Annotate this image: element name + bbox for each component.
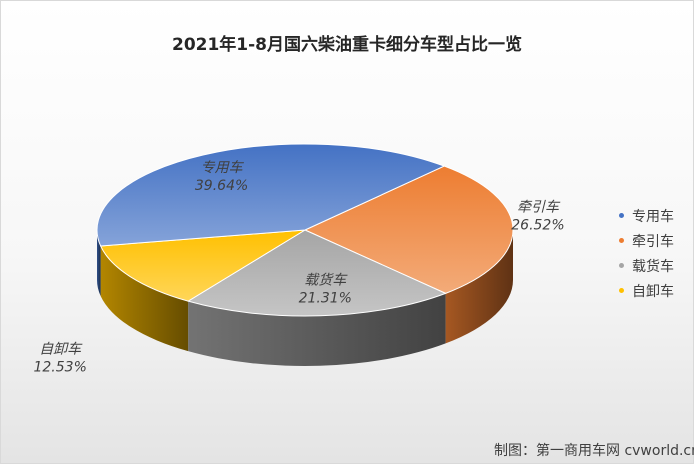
- pie-slice-自卸车: [99, 229, 306, 302]
- legend-swatch-3: [619, 288, 624, 293]
- legend-label-1: 牵引车: [632, 233, 674, 250]
- slice-value-label: 12.53%: [33, 360, 86, 376]
- pie-side-载货车: [188, 293, 446, 366]
- legend-label-0: 专用车: [632, 208, 674, 225]
- chart-legend: 专用车 牵引车 载货车 自卸车: [619, 203, 674, 303]
- legend-swatch-2: [619, 263, 624, 268]
- legend-swatch-0: [619, 213, 624, 218]
- pie-slice-载货车: [186, 229, 447, 317]
- legend-item-3: 自卸车: [619, 278, 674, 303]
- slice-value-label: 21.31%: [299, 290, 352, 306]
- chart-title: 2021年1-8月国六柴油重卡细分车型占比一览: [171, 35, 523, 55]
- legend-item-1: 牵引车: [619, 228, 674, 253]
- legend-label-2: 载货车: [632, 258, 674, 275]
- pie-side-专用车: [97, 230, 101, 296]
- legend-item-2: 载货车: [619, 253, 674, 278]
- legend-item-0: 专用车: [619, 203, 674, 228]
- pie-side-牵引车: [445, 230, 513, 344]
- slice-category-label: 载货车: [304, 272, 348, 288]
- slice-category-label: 牵引车: [517, 200, 561, 216]
- chart-credit: 制图：第一商用车网 cvworld.cn: [494, 443, 694, 459]
- pie-side-自卸车: [100, 245, 189, 352]
- legend-swatch-1: [619, 238, 624, 243]
- slice-value-label: 39.64%: [195, 178, 248, 194]
- slice-category-label: 专用车: [201, 160, 245, 176]
- pie-slice-专用车: [96, 143, 446, 247]
- pie-slice-牵引车: [303, 165, 514, 294]
- slice-value-label: 26.52%: [511, 218, 564, 234]
- slice-category-label: 自卸车: [39, 342, 83, 358]
- legend-label-3: 自卸车: [632, 283, 674, 300]
